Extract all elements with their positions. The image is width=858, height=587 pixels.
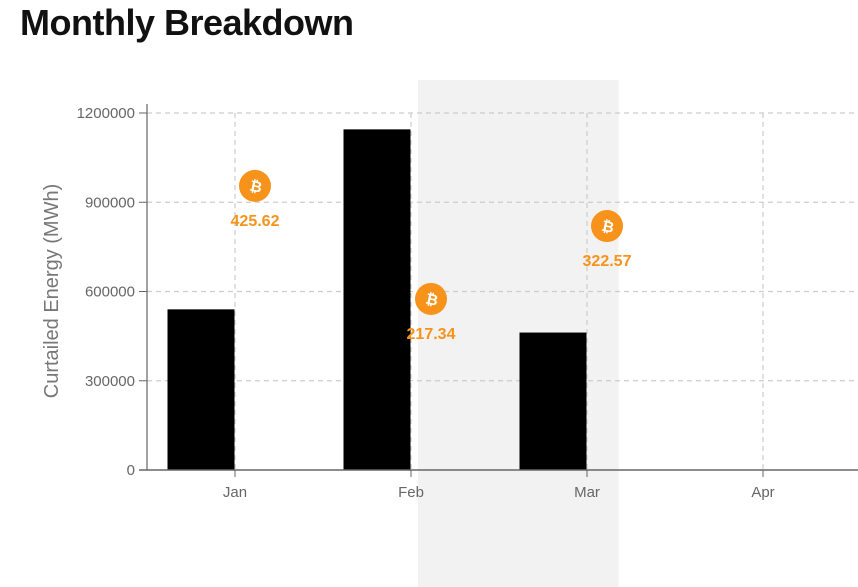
x-tick-label: Apr (751, 484, 774, 501)
annotation-jan: ₿ 425.62 (231, 169, 280, 230)
annotation-value: 425.62 (231, 213, 280, 230)
annotation-feb: ₿ 217.34 (407, 282, 456, 343)
annotation-value: 322.57 (583, 253, 632, 270)
bitcoin-icon-circle (415, 282, 447, 315)
axis-layer: 0 300000 600000 900000 1200000 Jan Feb Mar Apr (77, 104, 858, 501)
x-tick-label: Jan (223, 484, 247, 501)
bitcoin-icon-circle (591, 210, 623, 243)
y-tick-label: 300000 (85, 373, 135, 390)
x-tick-label: Feb (398, 484, 424, 501)
y-tick-label: 1200000 (77, 105, 135, 122)
bitcoin-icon-glyph: ₿ (248, 177, 264, 197)
grid-layer (147, 112, 858, 470)
bitcoin-icon-circle (239, 169, 271, 202)
annotation-mar: ₿ 322.57 (583, 210, 632, 270)
bar-layer (167, 129, 587, 471)
bitcoin-icon-glyph: ₿ (600, 217, 616, 237)
y-tick-label: 0 (127, 462, 135, 479)
bar-mar (519, 332, 587, 470)
y-tick-label: 600000 (85, 284, 135, 301)
annotation-value: 217.34 (407, 326, 456, 343)
y-axis-title: Curtailed Energy (MWh) (41, 184, 63, 399)
bar-jan (167, 309, 235, 470)
y-tick-label: 900000 (85, 194, 135, 211)
bitcoin-icon: ₿ (239, 169, 271, 202)
x-tick-label: Mar (574, 484, 600, 501)
bitcoin-icon: ₿ (591, 210, 623, 243)
bitcoin-icon-glyph: ₿ (424, 290, 440, 310)
bar-feb (343, 129, 411, 471)
annotation-layer: ₿ 425.62 ₿ 217.34 ₿ 322.57 (231, 169, 632, 343)
page-title: Monthly Breakdown (20, 2, 354, 43)
bitcoin-icon: ₿ (415, 282, 447, 315)
